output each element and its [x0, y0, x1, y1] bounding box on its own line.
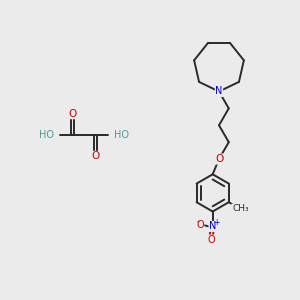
Text: O: O	[91, 151, 100, 161]
Text: O: O	[68, 109, 77, 119]
Text: N: N	[209, 221, 216, 232]
Text: HO: HO	[39, 130, 54, 140]
Text: HO: HO	[114, 130, 129, 140]
Text: O: O	[196, 220, 204, 230]
Text: N: N	[215, 86, 223, 97]
Text: -: -	[196, 217, 199, 226]
Text: O: O	[215, 154, 223, 164]
Text: CH₃: CH₃	[232, 204, 249, 213]
Text: O: O	[207, 235, 215, 245]
Text: +: +	[213, 218, 220, 227]
Text: O: O	[215, 154, 223, 164]
Text: CH₃: CH₃	[232, 204, 249, 213]
